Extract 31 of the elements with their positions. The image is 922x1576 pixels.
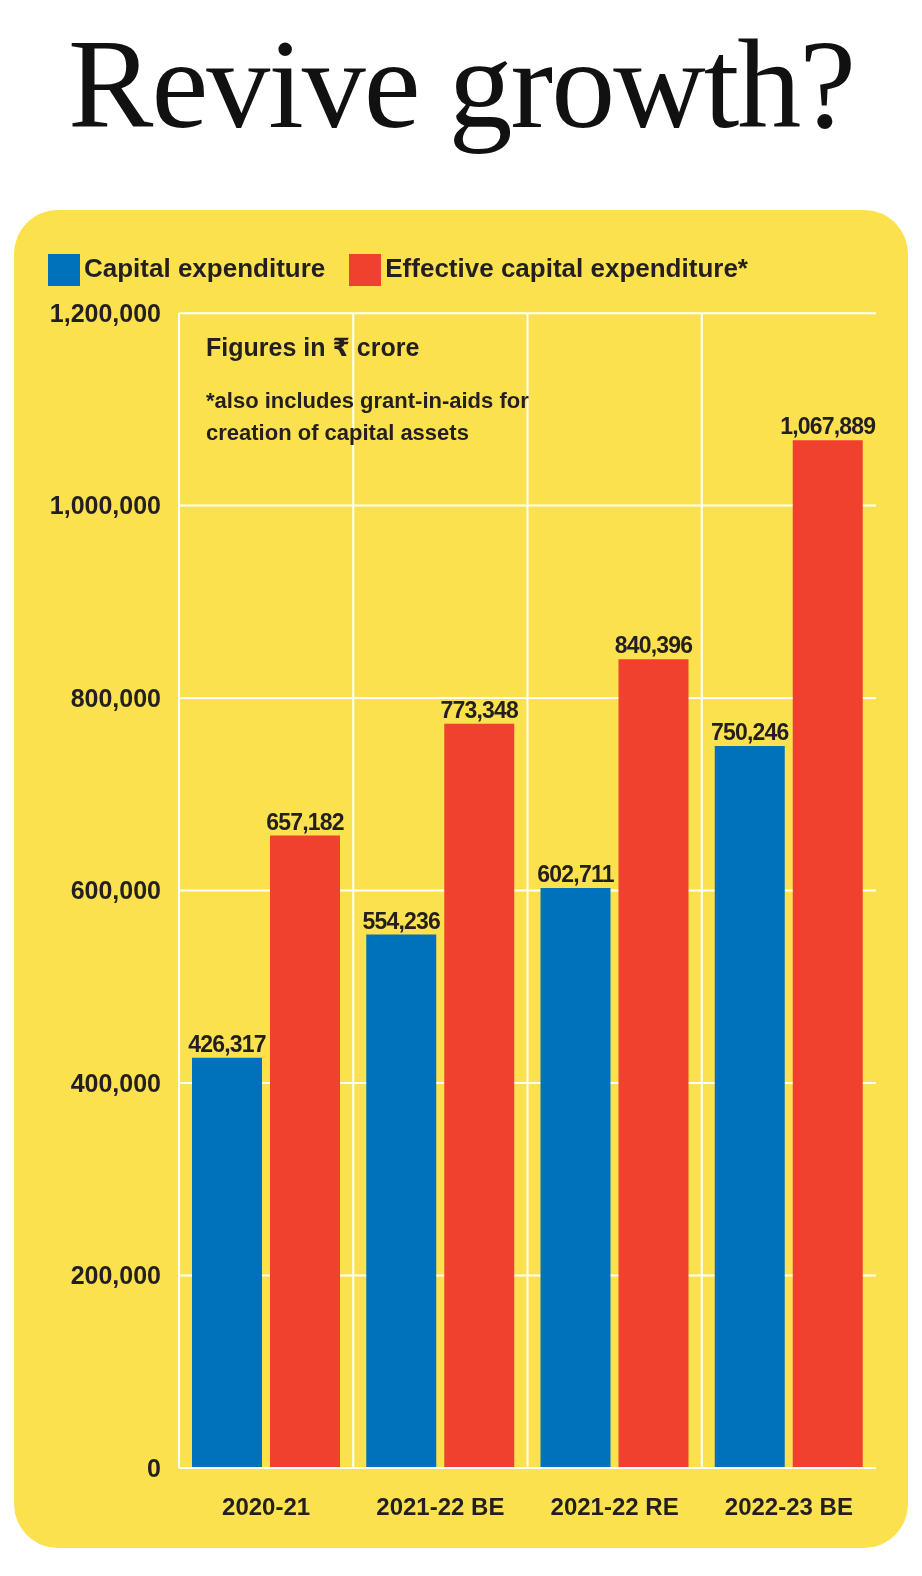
x-tick-label: 2022-23 BE: [724, 1493, 853, 1521]
data-label: 1,067,889: [780, 413, 876, 440]
y-tick-label: 800,000: [70, 683, 161, 712]
y-tick-label: 400,000: [70, 1068, 161, 1097]
bar: [366, 934, 437, 1468]
data-label: 773,348: [440, 696, 520, 723]
y-tick-label: 1,000,000: [49, 491, 161, 520]
bar: [540, 887, 611, 1468]
x-tick-label: 2020-21: [222, 1493, 311, 1521]
data-label: 840,396: [614, 632, 693, 659]
legend-label: Effective capital expenditure*: [385, 253, 748, 283]
data-label: 750,246: [710, 718, 789, 745]
bar: [270, 835, 340, 1468]
bar: [714, 745, 785, 1468]
data-label: 426,317: [188, 1030, 266, 1057]
y-tick-label: 600,000: [70, 876, 161, 905]
legend-label: Capital expenditure: [84, 253, 326, 283]
bar: [192, 1057, 262, 1468]
data-label: 657,182: [266, 808, 344, 835]
y-tick-label: 200,000: [70, 1261, 161, 1290]
bar: [618, 659, 689, 1468]
bar: [792, 440, 863, 1468]
chart-title: Revive growth?: [67, 13, 855, 155]
x-tick-label: 2021-22 RE: [550, 1493, 679, 1521]
x-tick-label: 2021-22 BE: [376, 1493, 505, 1521]
data-label: 554,236: [362, 907, 441, 934]
bar: [444, 723, 515, 1468]
y-tick-label: 1,200,000: [49, 299, 161, 327]
annotation: Figures in ₹ crore: [206, 332, 420, 362]
y-tick-label: 0: [147, 1453, 161, 1482]
data-label: 602,711: [537, 860, 615, 887]
